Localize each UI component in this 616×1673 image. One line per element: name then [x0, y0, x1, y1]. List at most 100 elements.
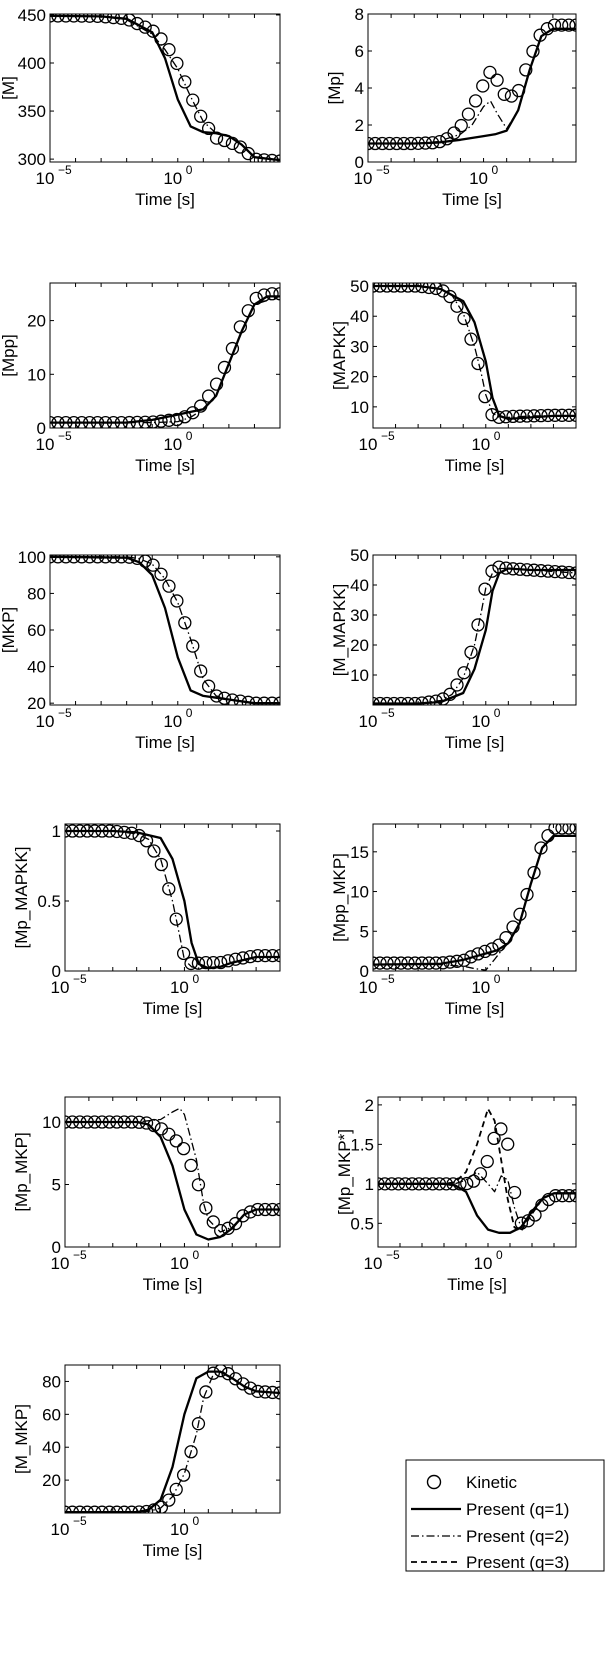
legend-q3-label: Present (q=3) — [466, 1553, 569, 1572]
x-tick-exponent: 0 — [186, 429, 193, 443]
kinetic-marker — [209, 131, 224, 145]
series-line — [50, 295, 280, 424]
series-line — [65, 1107, 280, 1233]
kinetic-marker — [519, 63, 533, 77]
axes-frame — [49, 554, 281, 706]
kinetic-marker — [569, 566, 576, 580]
x-tick-exponent: 0 — [494, 429, 501, 443]
kinetic-marker — [169, 1482, 183, 1497]
plot-area — [378, 1107, 576, 1234]
kinetic-marker — [191, 1178, 206, 1192]
kinetic-marker — [373, 956, 380, 970]
kinetic-marker — [387, 956, 401, 970]
x-tick-exponent: 0 — [494, 706, 501, 720]
x-tick-label: 10 — [359, 712, 378, 731]
y-tick-label: 10 — [42, 1113, 61, 1132]
legend: Kinetic Present (q=1) Present (q=2) Pres… — [405, 1459, 605, 1572]
plot-area — [373, 283, 576, 425]
kinetic-marker — [494, 1122, 508, 1136]
kinetic-marker — [169, 1134, 183, 1148]
kinetic-marker — [162, 43, 176, 57]
y-axis-label: [Mp_MAPKK] — [12, 846, 31, 948]
x-tick-label: 10 — [163, 712, 182, 731]
kinetic-marker — [457, 666, 471, 680]
kinetic-marker — [214, 955, 228, 970]
y-tick-label: 50 — [350, 546, 369, 565]
kinetic-marker — [146, 558, 160, 572]
kinetic-marker — [154, 1500, 169, 1513]
kinetic-marker — [527, 865, 541, 880]
x-tick-label: 10 — [163, 435, 182, 454]
x-axis-label: Time [s] — [143, 1541, 203, 1560]
kinetic-marker — [201, 121, 216, 136]
x-tick-exponent: −5 — [386, 1248, 400, 1262]
y-tick-label: 300 — [18, 150, 46, 169]
kinetic-marker — [471, 618, 485, 632]
series-line — [373, 567, 576, 705]
x-tick-label: 10 — [51, 978, 70, 997]
x-tick-label: 10 — [170, 978, 189, 997]
kinetic-marker — [191, 1417, 206, 1431]
y-tick-label: 400 — [18, 54, 46, 73]
y-tick-label: 10 — [350, 398, 369, 417]
y-tick-label: 450 — [18, 6, 46, 25]
y-axis-label: [Mpp] — [0, 334, 18, 377]
kinetic-marker — [457, 311, 471, 326]
y-tick-label: 8 — [355, 5, 364, 24]
y-tick-label: 60 — [42, 1405, 61, 1424]
series-line — [50, 14, 280, 162]
y-tick-label: 10 — [350, 666, 369, 685]
plot-area — [50, 287, 280, 428]
x-tick-label: 10 — [471, 978, 490, 997]
kinetic-marker — [170, 594, 184, 608]
kinetic-marker — [548, 824, 562, 835]
y-axis-label: [M_MKP] — [12, 1404, 31, 1474]
kinetic-marker — [241, 146, 255, 161]
y-tick-label: 6 — [355, 42, 364, 61]
y-tick-label: 15 — [350, 843, 369, 862]
kinetic-marker — [154, 567, 168, 581]
y-axis-label: [M] — [0, 76, 18, 100]
y-tick-label: 30 — [350, 337, 369, 356]
series-line — [373, 567, 576, 705]
y-tick-label: 20 — [27, 312, 46, 331]
kinetic-marker — [194, 664, 208, 678]
series-line — [368, 28, 576, 145]
kinetic-marker — [147, 844, 161, 858]
y-tick-label: 350 — [18, 102, 46, 121]
kinetic-marker — [562, 824, 576, 835]
x-tick-exponent: −5 — [381, 706, 395, 720]
kinetic-marker — [186, 93, 200, 107]
kinetic-marker — [273, 948, 280, 963]
x-tick-label: 10 — [471, 435, 490, 454]
kinetic-marker — [464, 332, 478, 346]
kinetic-marker — [468, 94, 483, 108]
kinetic-marker — [184, 1158, 198, 1173]
kinetic-marker — [154, 414, 168, 428]
y-tick-label: 80 — [27, 584, 46, 603]
kinetic-marker — [513, 409, 527, 423]
kinetic-marker — [380, 956, 394, 970]
y-axis-label: [Mpp_MKP] — [330, 853, 349, 942]
y-tick-label: 0.5 — [37, 892, 61, 911]
x-tick-label: 10 — [170, 1520, 189, 1539]
legend-kinetic-marker — [426, 1474, 442, 1490]
x-axis-label: Time [s] — [135, 733, 195, 752]
x-tick-label: 10 — [51, 1520, 70, 1539]
x-axis-label: Time [s] — [442, 190, 502, 209]
kinetic-marker — [201, 679, 216, 693]
plot-area — [65, 1365, 280, 1513]
series-line — [65, 1370, 280, 1513]
kinetic-marker — [199, 1385, 213, 1399]
y-axis-label: [Mp_MKP*] — [335, 1129, 354, 1215]
kinetic-marker — [497, 87, 511, 101]
axes-frame — [372, 823, 577, 972]
kinetic-marker — [249, 152, 263, 162]
kinetic-marker — [471, 356, 485, 371]
axes-frame — [372, 282, 577, 429]
kinetic-marker — [199, 1201, 213, 1215]
